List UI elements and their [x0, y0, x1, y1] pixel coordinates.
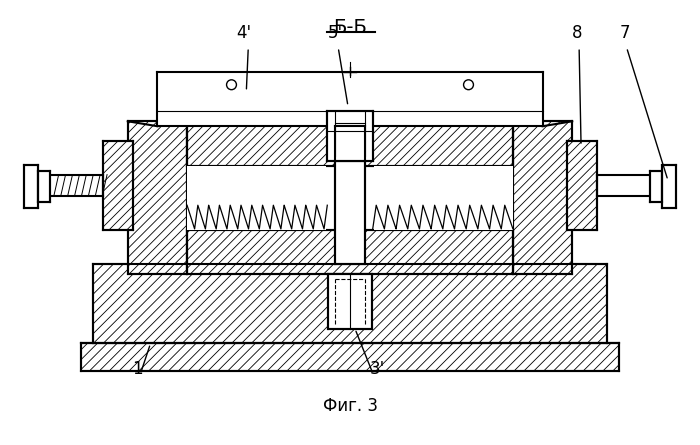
- Bar: [93, 264, 607, 344]
- Text: 1: 1: [132, 360, 143, 378]
- Bar: [187, 230, 513, 275]
- Bar: [650, 170, 662, 202]
- Bar: [662, 165, 676, 208]
- Text: 7: 7: [620, 24, 630, 42]
- Bar: [81, 344, 619, 371]
- Bar: [335, 126, 365, 264]
- Bar: [513, 121, 572, 275]
- Bar: [187, 166, 326, 230]
- Bar: [24, 165, 38, 208]
- Bar: [374, 166, 513, 230]
- Text: 5': 5': [328, 24, 343, 42]
- Text: Фиг. 3: Фиг. 3: [323, 396, 377, 415]
- Bar: [38, 170, 50, 202]
- Bar: [328, 275, 372, 329]
- Bar: [103, 141, 133, 230]
- Bar: [158, 72, 542, 126]
- Text: 4': 4': [236, 24, 251, 42]
- Text: 3': 3': [370, 360, 385, 378]
- Text: Б-Б: Б-Б: [333, 18, 367, 36]
- Bar: [187, 121, 513, 166]
- Bar: [128, 121, 187, 275]
- Bar: [328, 111, 372, 161]
- Text: 8: 8: [572, 24, 582, 42]
- Bar: [567, 141, 597, 230]
